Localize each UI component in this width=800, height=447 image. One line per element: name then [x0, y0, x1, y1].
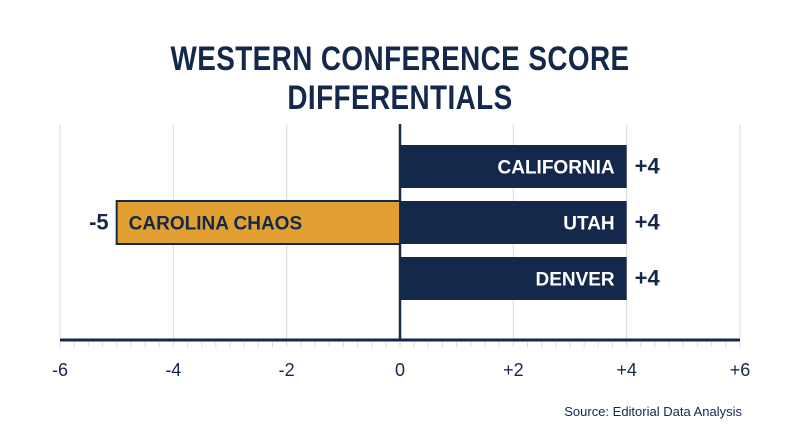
x-tick-label: -4 — [165, 360, 181, 380]
x-tick-label: -2 — [279, 360, 295, 380]
x-tick-label: +4 — [616, 360, 637, 380]
bar-group: CAROLINA CHAOS -5 — [89, 200, 402, 245]
bar — [115, 200, 402, 245]
bar-group: CALIFORNIA +4 — [400, 145, 661, 188]
chart-source: Source: Editorial Data Analysis — [564, 404, 742, 419]
bar-value-label: +4 — [635, 210, 661, 235]
bar-group: UTAH +4 — [400, 201, 661, 244]
bar-category-label: UTAH — [563, 214, 614, 235]
bar — [400, 145, 627, 188]
bar-value-label: -5 — [89, 210, 109, 235]
bar-group: DENVER +4 — [400, 257, 661, 300]
bar-category-label: CALIFORNIA — [498, 158, 615, 179]
x-tick-label: -6 — [52, 360, 68, 380]
bar-value-label: +4 — [635, 154, 661, 179]
bar-category-label: CAROLINA CHAOS — [129, 214, 302, 235]
x-tick-label: 0 — [395, 360, 405, 380]
bar — [400, 257, 627, 300]
bar — [400, 201, 627, 244]
x-axis: -6 -4 -2 0 +2 +4 +6 — [52, 338, 751, 380]
x-tick-label: +2 — [503, 360, 524, 380]
chart-title: WESTERN CONFERENCE SCORE DIFFERENTIALS — [170, 40, 630, 117]
x-tick-label: +6 — [730, 360, 751, 380]
bar-value-label: +4 — [635, 266, 661, 291]
bar-category-label: DENVER — [535, 270, 614, 291]
